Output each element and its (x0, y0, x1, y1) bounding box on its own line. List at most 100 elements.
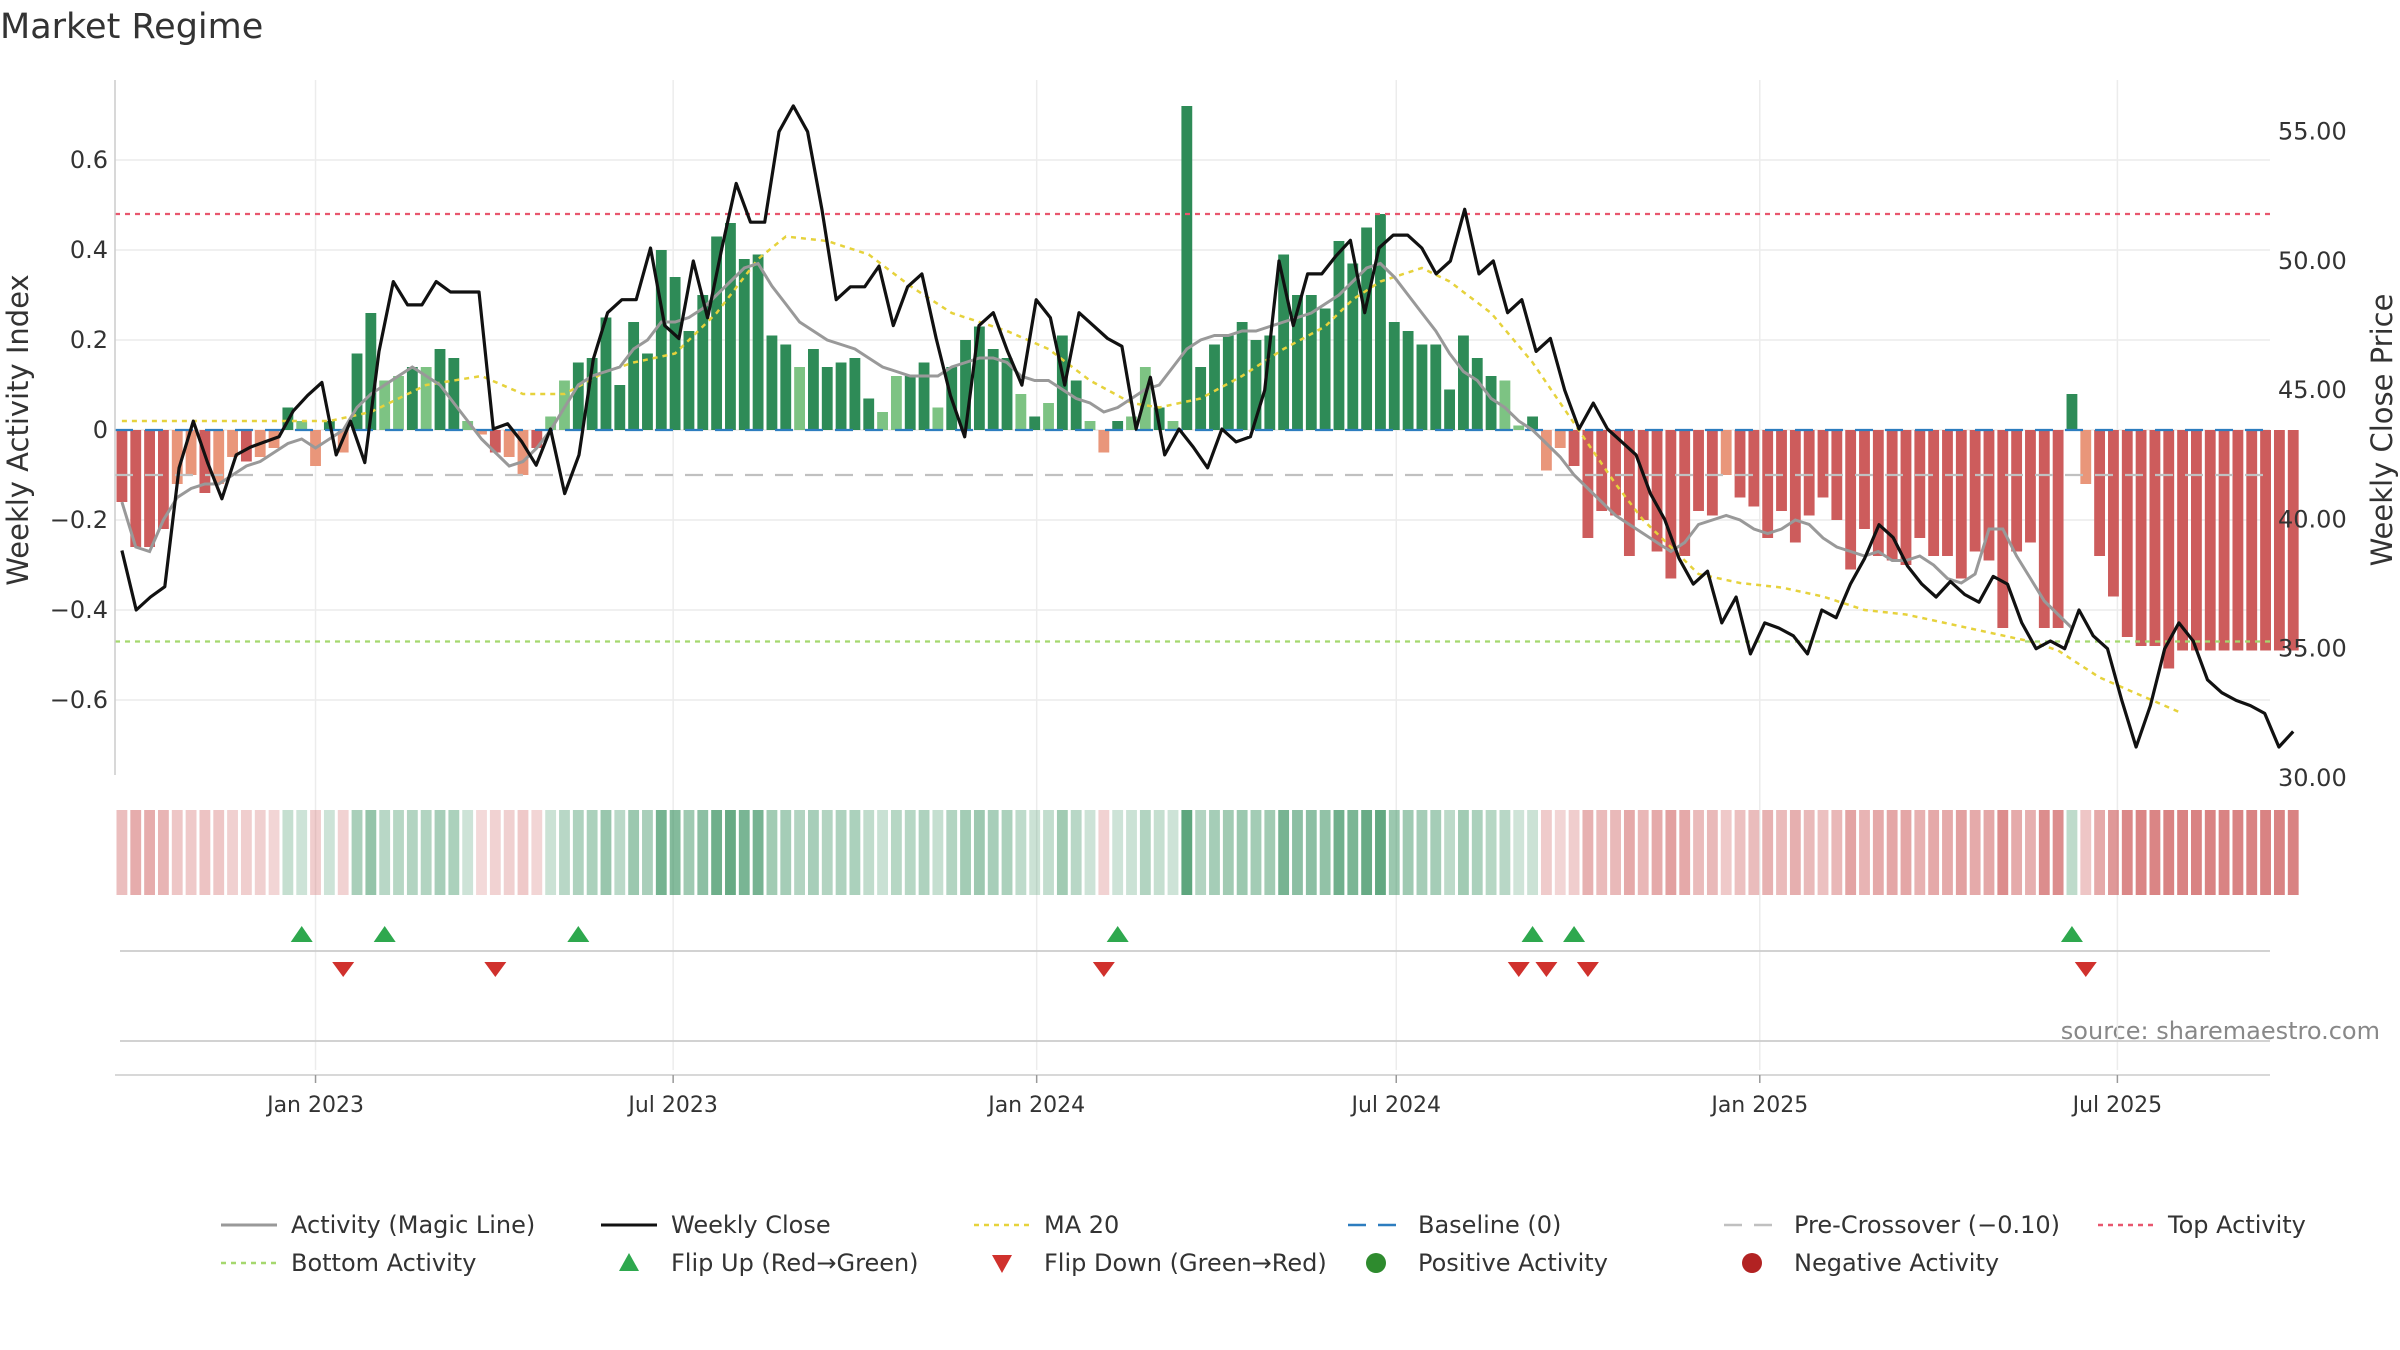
regime-strip-cell (932, 810, 944, 895)
activity-bar (503, 430, 515, 457)
regime-strip-cell (1043, 810, 1054, 895)
regime-strip-cell (614, 810, 626, 895)
activity-bar (1029, 416, 1041, 430)
legend-label: Flip Down (Green→Red) (1044, 1249, 1327, 1277)
flip-down-marker (1535, 962, 1558, 977)
regime-strip-cell (1167, 810, 1179, 895)
regime-strip-cell (1872, 810, 1884, 895)
activity-bar (1886, 430, 1898, 561)
activity-bar (199, 430, 211, 493)
activity-bar (1264, 335, 1276, 430)
activity-bar (572, 362, 584, 430)
regime-strip-cell (780, 810, 792, 895)
y-tick-label: 0.6 (70, 146, 108, 174)
regime-strip-cell (1997, 810, 2009, 895)
activity-bar (2149, 430, 2161, 646)
regime-strip-cell (1195, 810, 1207, 895)
regime-strip-cell (918, 810, 930, 895)
activity-bar (1070, 380, 1082, 430)
regime-strip-cell (1112, 810, 1124, 895)
activity-bar (157, 430, 169, 529)
regime-strip-cell (2080, 810, 2092, 895)
activity-bar (1181, 106, 1193, 430)
regime-strip-cell (1859, 810, 1870, 895)
regime-strip-cell (1720, 810, 1732, 895)
y2-tick-label: 40.00 (2278, 505, 2347, 533)
y2-tick-label: 55.00 (2278, 118, 2347, 146)
activity-bar (1983, 430, 1995, 561)
regime-strip-cell (2163, 810, 2175, 895)
legend-item: Pre-Crossover (−0.10) (1724, 1211, 2060, 1239)
activity-bar (379, 380, 391, 430)
regime-strip-cell (946, 810, 958, 895)
regime-strip-cell (1900, 810, 1912, 895)
regime-strip-cell (2011, 810, 2023, 895)
activity-bar (1540, 430, 1552, 471)
activity-bar (2080, 430, 2092, 484)
activity-bar (476, 430, 487, 435)
activity-bar (1554, 430, 1566, 448)
activity-bar (2163, 430, 2175, 669)
activity-bar (393, 376, 404, 430)
legend-item: Flip Down (Green→Red) (992, 1249, 1327, 1277)
regime-strip-cell (1610, 810, 1621, 895)
regime-strip-cell (448, 810, 460, 895)
regime-strip-cell (462, 810, 474, 895)
activity-bar (890, 376, 902, 430)
activity-bar (420, 367, 432, 430)
regime-strip-cell (1554, 810, 1566, 895)
activity-bar (1872, 430, 1884, 556)
activity-bar (1292, 295, 1303, 430)
regime-strip-cell (476, 810, 487, 895)
regime-strip-cell (268, 810, 280, 895)
regime-strip-cell (1126, 810, 1137, 895)
regime-strip-cell (1305, 810, 1317, 895)
y-tick-label: −0.4 (50, 596, 108, 624)
series-lines (120, 104, 2295, 749)
x-tick-label: Jan 2025 (1709, 1093, 1808, 1118)
flip-down-marker (484, 962, 507, 977)
regime-strip-cell (1568, 810, 1580, 895)
activity-bar (545, 416, 557, 430)
x-tick-label: Jan 2024 (986, 1093, 1085, 1118)
regime-strip-cell (572, 810, 584, 895)
regime-strip-cell (1319, 810, 1331, 895)
y2-axis-label: Weekly Close Price (2365, 294, 2399, 567)
regime-strip-cell (489, 810, 501, 895)
activity-bar (2177, 430, 2188, 651)
activity-bar (1458, 335, 1469, 430)
activity-bar (1693, 430, 1704, 511)
regime-strip-cell (1955, 810, 1967, 895)
regime-strip-cell (1001, 810, 1013, 895)
x-tick-label: Jul 2024 (1349, 1093, 1441, 1118)
regime-strip-cell (849, 810, 861, 895)
activity-bar (1734, 430, 1746, 498)
regime-strip (116, 810, 2299, 895)
regime-strip-cell (1776, 810, 1787, 895)
activity-bar (1748, 430, 1760, 507)
regime-strip-cell (310, 810, 321, 895)
activity-bar (877, 412, 888, 430)
flip-up-marker (1521, 926, 1544, 942)
legend-item: Flip Up (Red→Green) (619, 1249, 919, 1277)
regime-strip-cell (1623, 810, 1635, 895)
legend-item: Negative Activity (1742, 1249, 1999, 1277)
regime-strip-cell (2177, 810, 2188, 895)
activity-bar (2108, 430, 2119, 597)
legend-label: Weekly Close (671, 1211, 831, 1239)
activity-bar (1942, 430, 1953, 556)
activity-bar (973, 326, 985, 430)
activity-bar (1112, 421, 1124, 430)
regime-strip-cell (157, 810, 169, 895)
activity-bar (240, 430, 252, 462)
legend-swatch (992, 1255, 1012, 1273)
regime-strip-cell (1471, 810, 1483, 895)
legend-swatch (619, 1253, 639, 1271)
activity-bar (1416, 344, 1428, 430)
activity-bar (2260, 430, 2271, 651)
activity-bar (462, 421, 474, 430)
regime-strip-cell (130, 810, 142, 895)
regime-strip-cell (1070, 810, 1082, 895)
legend-item: Baseline (0) (1348, 1211, 1561, 1239)
activity-bar (1845, 430, 1857, 570)
